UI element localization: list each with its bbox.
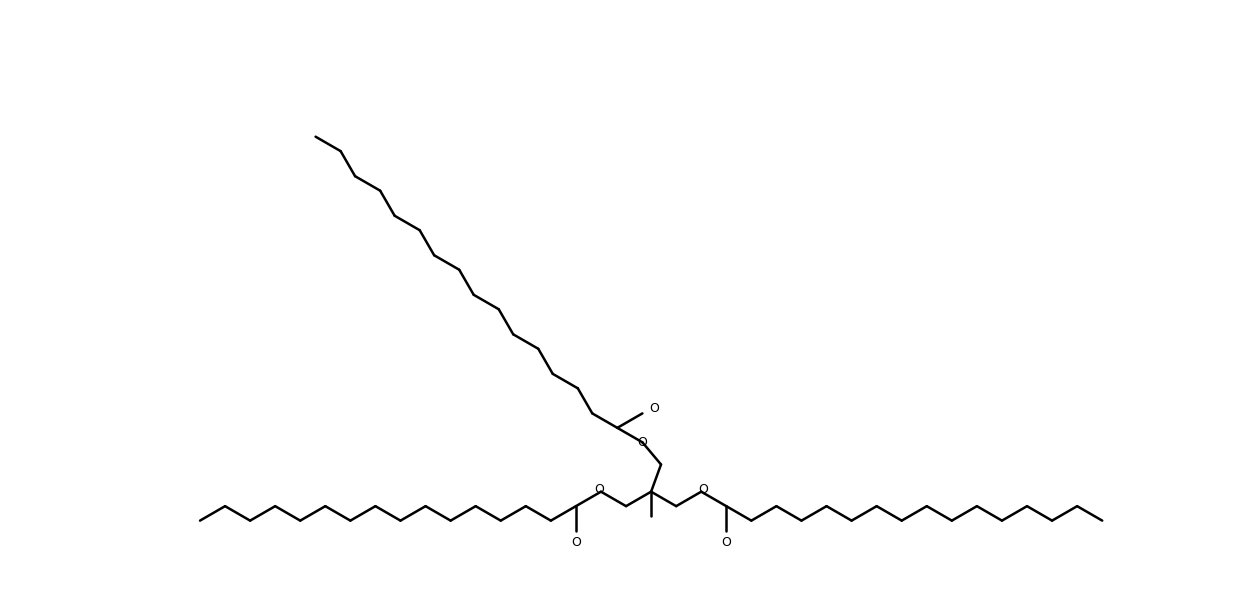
Text: O: O — [650, 402, 658, 415]
Text: O: O — [721, 536, 731, 549]
Text: O: O — [571, 536, 581, 549]
Text: O: O — [637, 436, 647, 449]
Text: O: O — [698, 483, 709, 496]
Text: O: O — [594, 483, 604, 496]
